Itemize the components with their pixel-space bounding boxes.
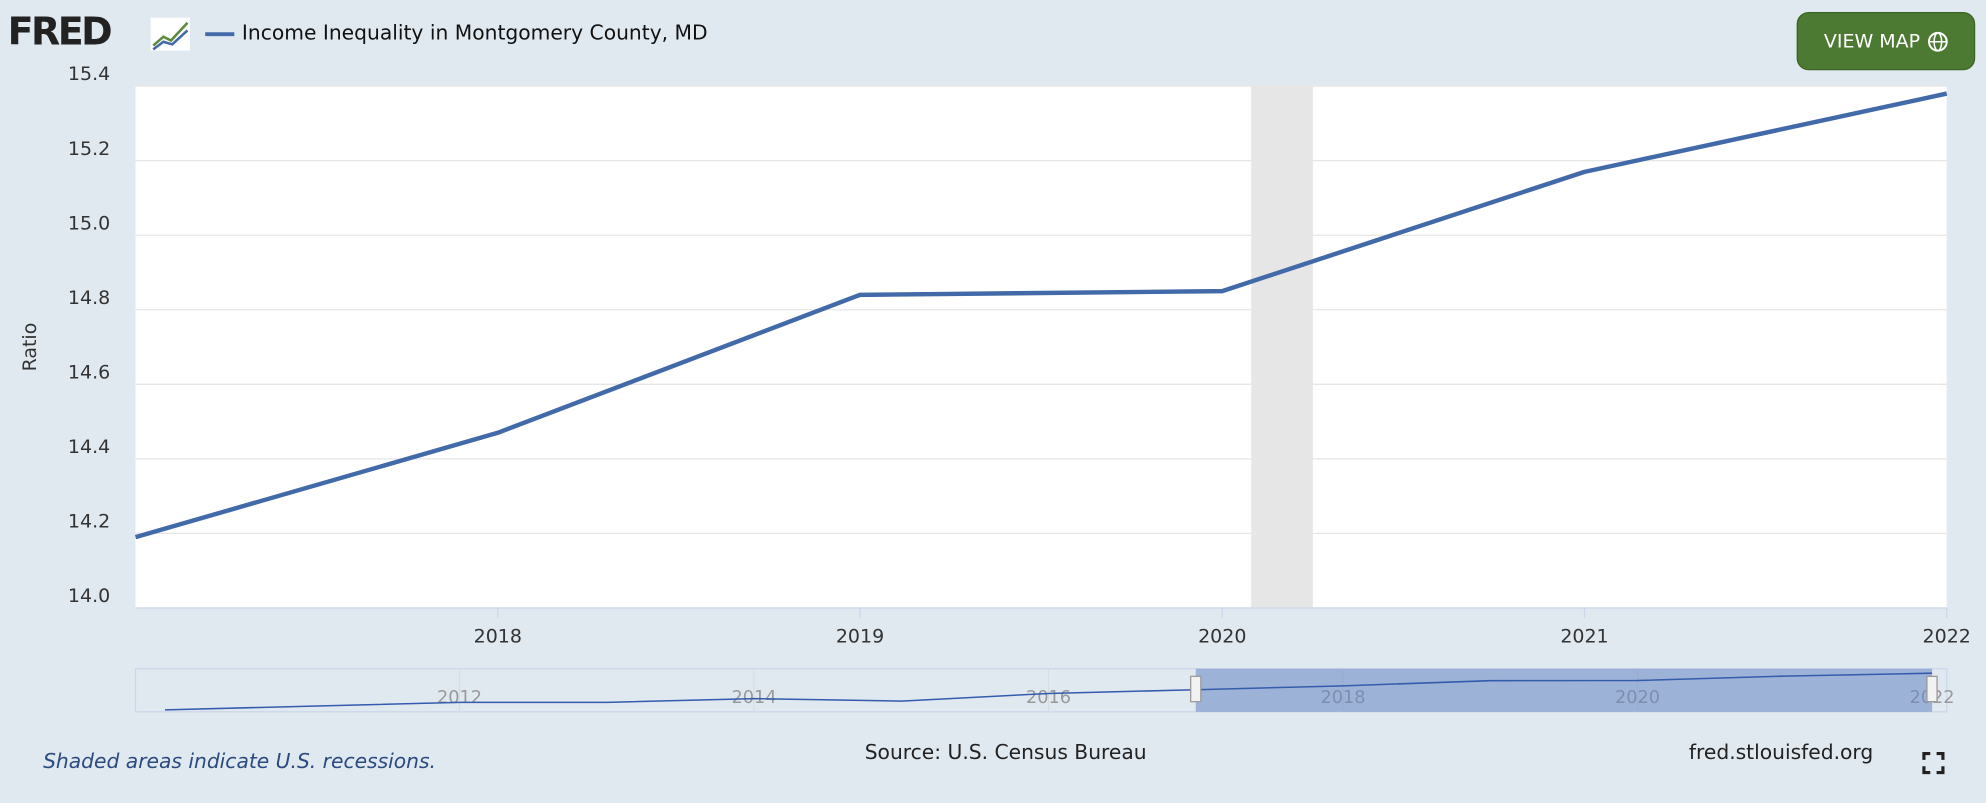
logo: FRED [8,10,112,54]
y-tick-label: 15.4 [68,63,110,85]
navigator-line [164,672,1933,711]
site: fred.stlouisfed.org [1689,740,1873,764]
recession-note: Shaded areas indicate U.S. recessions. [43,749,436,773]
view-map-button[interactable]: VIEW MAP [1796,12,1976,71]
x-tick-label: 2018 [474,626,522,648]
legend-label: Income Inequality in Montgomery County, … [242,21,708,45]
y-tick-label: 14.2 [68,511,110,533]
y-tick-label: 14.8 [68,287,110,309]
source: Source: U.S. Census Bureau [865,740,1147,764]
x-tick-label: 2020 [1198,626,1246,648]
button-bg[interactable] [1796,12,1976,71]
x-tick-label: 2022 [1923,626,1971,648]
button-label[interactable]: VIEW MAP [1824,30,1920,52]
plot-area [135,86,1947,608]
y-tick-label: 15.2 [68,138,110,160]
y-axis-label: Ratio [19,323,41,372]
y-tick-label: 15.0 [68,212,110,234]
navigator-tick-label: 2016 [1026,688,1071,708]
logo-icon [150,17,190,51]
y-tick-label: 14.4 [68,436,110,458]
recession-band [1251,86,1313,608]
series-line [134,91,1948,540]
y-tick-label: 14.0 [68,585,110,607]
navigator-handle[interactable] [1926,675,1938,703]
y-tick-label: 14.6 [68,361,110,383]
x-tick-label: 2019 [836,626,884,648]
navigator-tick-label: 2012 [437,688,482,708]
x-tick-label: 2021 [1560,626,1608,648]
fullscreen-icon[interactable] [1922,752,1945,775]
navigator-handle[interactable] [1190,675,1202,703]
